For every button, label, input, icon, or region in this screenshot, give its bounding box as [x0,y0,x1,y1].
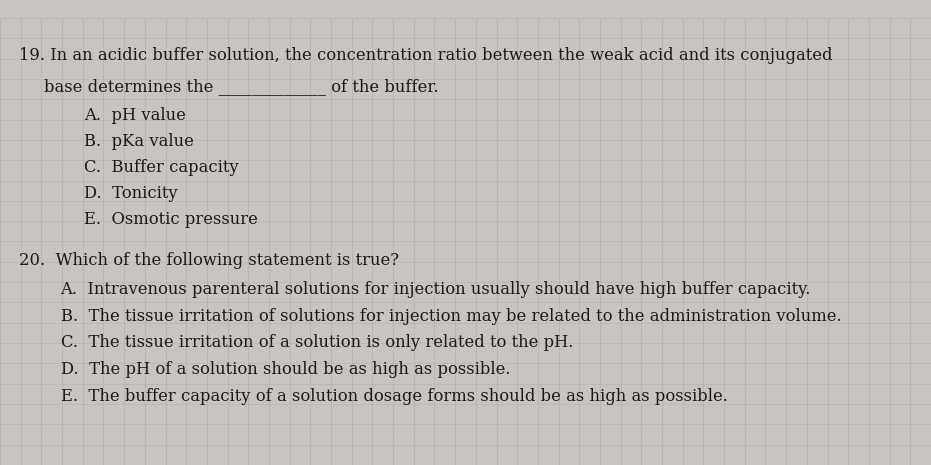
Text: base determines the _____________ of the buffer.: base determines the _____________ of the… [44,78,439,95]
Text: B.  pKa value: B. pKa value [84,133,194,150]
Text: 19. In an acidic buffer solution, the concentration ratio between the weak acid : 19. In an acidic buffer solution, the co… [19,47,832,64]
Text: D.  The pH of a solution should be as high as possible.: D. The pH of a solution should be as hig… [61,361,510,379]
Text: C.  The tissue irritation of a solution is only related to the pH.: C. The tissue irritation of a solution i… [61,334,573,352]
Text: E.  Osmotic pressure: E. Osmotic pressure [84,211,258,228]
Text: D.  Tonicity: D. Tonicity [84,185,178,202]
Text: 20.  Which of the following statement is true?: 20. Which of the following statement is … [19,252,398,269]
Text: E.  The buffer capacity of a solution dosage forms should be as high as possible: E. The buffer capacity of a solution dos… [61,388,727,405]
Text: A.  Intravenous parenteral solutions for injection usually should have high buff: A. Intravenous parenteral solutions for … [61,281,811,298]
Text: A.  pH value: A. pH value [84,107,185,125]
Text: C.  Buffer capacity: C. Buffer capacity [84,159,238,176]
Text: B.  The tissue irritation of solutions for injection may be related to the admin: B. The tissue irritation of solutions fo… [61,308,841,325]
